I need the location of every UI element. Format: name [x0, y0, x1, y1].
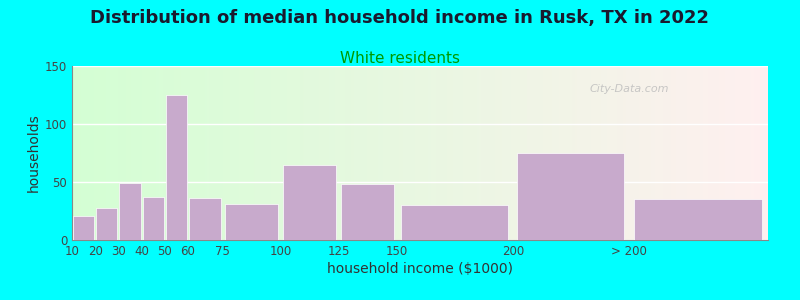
Bar — [119, 183, 141, 240]
Bar — [518, 153, 624, 240]
Bar — [166, 95, 187, 240]
Text: White residents: White residents — [340, 51, 460, 66]
Bar — [96, 208, 118, 240]
Bar — [225, 204, 278, 240]
Bar — [73, 216, 94, 240]
Bar — [341, 184, 394, 240]
Bar — [142, 197, 164, 240]
Text: City-Data.com: City-Data.com — [589, 84, 669, 94]
X-axis label: household income ($1000): household income ($1000) — [327, 262, 513, 276]
Bar — [190, 198, 222, 240]
Bar — [402, 205, 508, 240]
Y-axis label: households: households — [26, 114, 41, 192]
Text: Distribution of median household income in Rusk, TX in 2022: Distribution of median household income … — [90, 9, 710, 27]
Bar — [283, 165, 337, 240]
Bar — [634, 200, 762, 240]
